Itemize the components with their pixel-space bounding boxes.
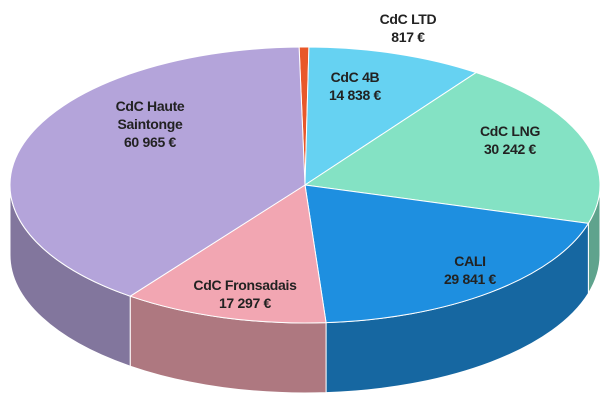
slice-label: CdC Haute Saintonge 60 965 € [95, 97, 205, 151]
slice-value: 14 838 € [328, 87, 382, 103]
slice-value: 817 € [391, 29, 425, 45]
pie-slice [129, 184, 327, 324]
slice-label: CdC 4B 14 838 € [310, 68, 400, 104]
slice-value: 17 297 € [218, 295, 272, 311]
pie-slice [304, 184, 590, 324]
slice-name: CALI [454, 253, 486, 269]
pie-slice [303, 72, 601, 224]
slice-label: CdC LTD 817 € [348, 10, 468, 46]
slice-label: CALI 29 841 € [420, 252, 520, 288]
slice-value: 30 242 € [483, 141, 537, 157]
pie-slice [304, 46, 478, 186]
slice-name: CdC Haute Saintonge [115, 98, 185, 132]
slice-value: 29 841 € [443, 271, 497, 287]
slice-name: CdC 4B [330, 69, 380, 85]
slice-value: 60 965 € [123, 134, 177, 150]
slice-name: CdC LTD [379, 11, 437, 27]
slice-name: CdC LNG [479, 123, 541, 139]
slice-name: CdC Fronsadais [193, 277, 297, 293]
pie-slice [9, 46, 306, 297]
slice-label: CdC Fronsadais 17 297 € [175, 276, 315, 312]
slice-label: CdC LNG 30 242 € [455, 122, 565, 158]
